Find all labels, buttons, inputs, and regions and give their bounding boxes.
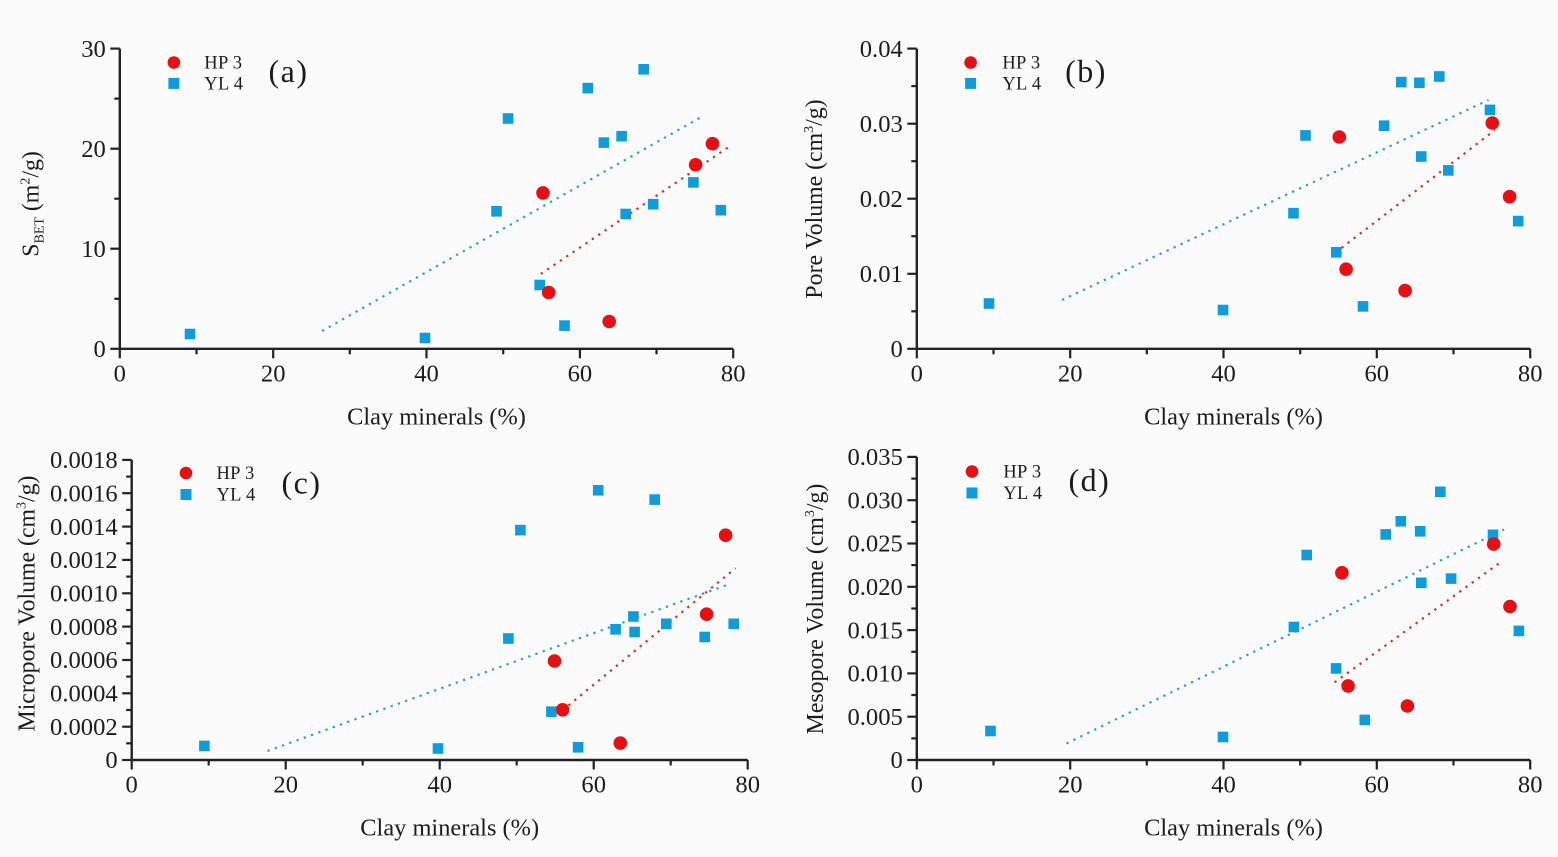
svg-text:0.030: 0.030 [847,487,902,514]
svg-text:(d): (d) [1068,462,1110,498]
svg-text:60: 60 [581,772,606,799]
svg-text:30: 30 [81,36,106,63]
svg-text:YL 4: YL 4 [217,486,256,506]
svg-text:0: 0 [911,360,923,387]
svg-text:60: 60 [568,360,593,387]
svg-text:Clay minerals (%): Clay minerals (%) [360,815,539,842]
svg-text:0.015: 0.015 [847,617,902,644]
svg-text:0.02: 0.02 [860,186,903,213]
svg-text:0: 0 [891,336,903,363]
svg-text:80: 80 [1518,772,1543,799]
svg-text:10: 10 [81,236,106,263]
svg-text:0.035: 0.035 [847,444,902,471]
svg-text:20: 20 [1058,360,1083,387]
svg-text:HP 3: HP 3 [217,464,255,484]
svg-text:HP 3: HP 3 [1002,54,1040,74]
svg-text:HP 3: HP 3 [1003,463,1041,483]
svg-text:Clay minerals (%): Clay minerals (%) [1144,815,1323,842]
svg-text:80: 80 [1518,360,1543,387]
svg-text:0.0014: 0.0014 [50,514,118,541]
svg-text:80: 80 [721,360,746,387]
svg-text:0: 0 [891,747,903,774]
svg-text:(a): (a) [268,53,308,89]
svg-text:Micropore Volume (cm3​/g): Micropore Volume (cm3​/g) [15,476,41,732]
svg-text:20: 20 [81,136,106,163]
svg-text:0.005: 0.005 [847,704,902,731]
svg-text:0.0004: 0.0004 [50,681,118,708]
svg-text:YL 4: YL 4 [1002,75,1041,95]
svg-text:0.0018: 0.0018 [50,447,118,474]
svg-text:Clay minerals (%): Clay minerals (%) [1144,403,1323,430]
svg-text:0.04: 0.04 [860,36,903,63]
svg-text:0: 0 [126,772,138,799]
svg-text:0.01: 0.01 [860,261,903,288]
svg-text:20: 20 [261,360,286,387]
svg-text:0.03: 0.03 [860,111,903,138]
svg-text:40: 40 [427,772,452,799]
svg-text:40: 40 [414,360,439,387]
svg-text:(b): (b) [1065,53,1107,89]
svg-text:80: 80 [735,772,760,799]
svg-text:0: 0 [114,360,126,387]
svg-text:Clay minerals (%): Clay minerals (%) [347,403,526,430]
svg-text:20: 20 [273,772,298,799]
svg-text:0.0006: 0.0006 [50,647,118,674]
svg-text:Mesopore Volume (cm3​/g): Mesopore Volume (cm3​/g) [803,484,829,735]
svg-text:0.020: 0.020 [847,574,902,601]
svg-text:40: 40 [1211,360,1236,387]
svg-text:0.025: 0.025 [847,531,902,558]
svg-text:40: 40 [1211,772,1236,799]
svg-text:0: 0 [911,772,923,799]
svg-text:YL 4: YL 4 [1003,484,1042,504]
svg-text:0: 0 [105,747,117,774]
svg-text:0.010: 0.010 [847,661,902,688]
svg-text:(c): (c) [281,465,321,501]
svg-text:0.0010: 0.0010 [50,581,118,608]
svg-text:0: 0 [94,336,106,363]
svg-text:HP 3: HP 3 [204,54,242,74]
svg-text:0.0008: 0.0008 [50,614,118,641]
svg-text:YL 4: YL 4 [204,75,243,95]
svg-text:60: 60 [1365,772,1390,799]
svg-text:0.0016: 0.0016 [50,480,118,507]
svg-text:0.0012: 0.0012 [50,547,118,574]
svg-text:60: 60 [1365,360,1390,387]
svg-text:0.0002: 0.0002 [50,714,118,741]
svg-text:20: 20 [1058,772,1083,799]
